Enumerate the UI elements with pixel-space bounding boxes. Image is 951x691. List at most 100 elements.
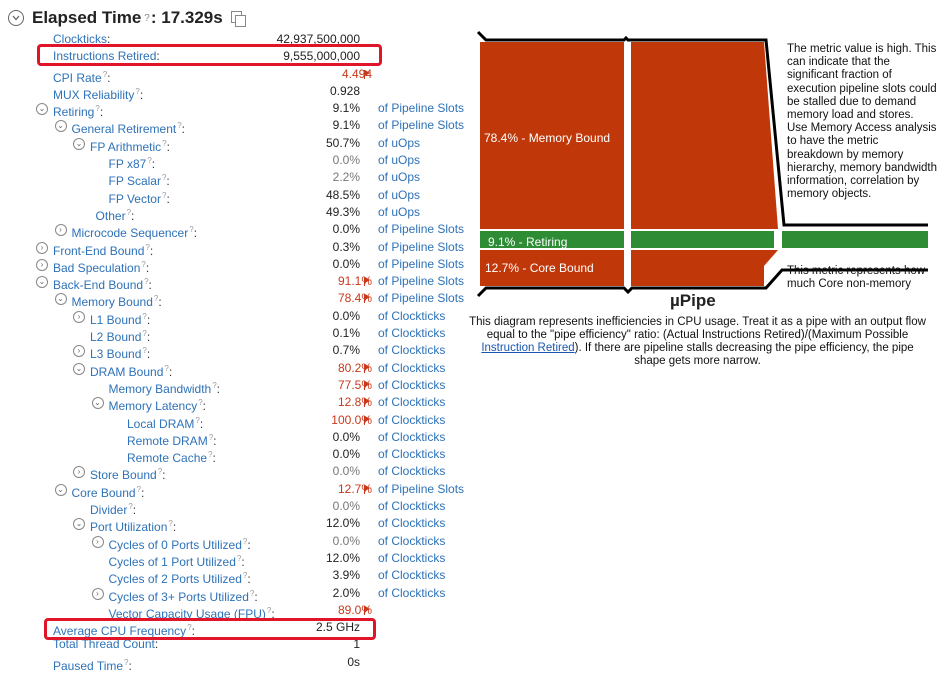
- metric-name[interactable]: Port Utilization: [90, 520, 168, 535]
- metric-name[interactable]: Memory Bandwidth: [108, 381, 212, 396]
- help-icon[interactable]: ?: [198, 398, 203, 408]
- metric-name[interactable]: L3 Bound: [90, 347, 142, 362]
- metric-name[interactable]: L2 Bound: [90, 330, 142, 345]
- help-icon[interactable]: ?: [144, 12, 150, 24]
- metric-label[interactable]: Average CPU Frequency?:: [53, 623, 195, 639]
- help-icon[interactable]: ?: [142, 329, 147, 339]
- metric-label[interactable]: CPI Rate?:: [53, 69, 111, 85]
- metric-name[interactable]: DRAM Bound: [90, 364, 164, 379]
- metric-name[interactable]: Cycles of 0 Ports Utilized: [108, 537, 242, 552]
- metric-label[interactable]: DRAM Bound?:: [90, 363, 173, 379]
- metric-label[interactable]: FP Vector?:: [108, 190, 170, 206]
- help-icon[interactable]: ?: [162, 138, 167, 148]
- metric-label[interactable]: Remote Cache?:: [127, 450, 216, 466]
- metric-name[interactable]: Total Thread Count: [53, 637, 155, 652]
- metric-name[interactable]: Retiring: [53, 105, 95, 120]
- help-icon[interactable]: ?: [266, 605, 272, 615]
- expand-icon[interactable]: ›: [73, 345, 85, 358]
- metric-label[interactable]: Microcode Sequencer?:: [71, 225, 198, 241]
- help-icon[interactable]: ?: [136, 484, 141, 494]
- help-icon[interactable]: ?: [147, 156, 152, 166]
- collapse-icon[interactable]: ⌄: [36, 276, 48, 289]
- metric-label[interactable]: L2 Bound?:: [90, 329, 151, 345]
- help-icon[interactable]: ?: [161, 173, 167, 183]
- metric-label[interactable]: Paused Time?:: [53, 657, 132, 673]
- metric-label[interactable]: FP Arithmetic?:: [90, 138, 170, 154]
- metric-label[interactable]: Local DRAM?:: [127, 415, 204, 431]
- metric-name[interactable]: Memory Latency: [108, 399, 198, 414]
- metric-name[interactable]: FP x87: [108, 157, 147, 172]
- metric-name[interactable]: Average CPU Frequency: [53, 624, 187, 639]
- metric-label[interactable]: Back-End Bound?:: [53, 277, 152, 293]
- help-icon[interactable]: ?: [142, 346, 147, 356]
- metric-name[interactable]: Vector Capacity Usage (FPU): [108, 606, 266, 621]
- metric-name[interactable]: CPI Rate: [53, 70, 102, 85]
- metric-name[interactable]: Back-End Bound: [53, 278, 144, 293]
- metric-label[interactable]: Port Utilization?:: [90, 519, 177, 535]
- metric-name[interactable]: FP Scalar: [108, 174, 161, 189]
- help-icon[interactable]: ?: [124, 657, 129, 667]
- metric-label[interactable]: Bad Speculation?:: [53, 259, 150, 275]
- metric-label[interactable]: Memory Latency?:: [108, 398, 207, 414]
- help-icon[interactable]: ?: [189, 225, 194, 235]
- metric-name[interactable]: Cycles of 1 Port Utilized: [108, 554, 236, 569]
- metric-name[interactable]: Core Bound: [71, 485, 136, 500]
- help-icon[interactable]: ?: [126, 207, 132, 217]
- metric-label[interactable]: Front-End Bound?:: [53, 242, 154, 258]
- metric-name[interactable]: Divider: [90, 503, 128, 518]
- collapse-icon[interactable]: ⌄: [73, 518, 85, 531]
- metric-name[interactable]: Cycles of 3+ Ports Utilized: [108, 589, 249, 604]
- metric-name[interactable]: Cycles of 2 Ports Utilized: [108, 572, 242, 587]
- help-icon[interactable]: ?: [212, 380, 217, 390]
- help-icon[interactable]: ?: [208, 432, 214, 442]
- metric-label[interactable]: Retiring?:: [53, 104, 104, 120]
- help-icon[interactable]: ?: [177, 121, 182, 131]
- metric-label[interactable]: Core Bound?:: [71, 484, 145, 500]
- metric-label[interactable]: L1 Bound?:: [90, 311, 151, 327]
- metric-name[interactable]: Local DRAM: [127, 416, 195, 431]
- collapse-icon[interactable]: ⌄: [54, 483, 67, 496]
- collapse-icon[interactable]: ⌄: [54, 120, 67, 133]
- metric-name[interactable]: Remote DRAM: [127, 433, 208, 448]
- metric-label[interactable]: Cycles of 2 Ports Utilized?:: [108, 571, 251, 587]
- instruction-retired-link[interactable]: Instruction Retired: [481, 342, 575, 354]
- help-icon[interactable]: ?: [249, 588, 255, 598]
- expand-icon[interactable]: ›: [36, 258, 48, 271]
- help-icon[interactable]: ?: [208, 450, 213, 460]
- metric-label[interactable]: Clockticks:: [53, 32, 111, 46]
- help-icon[interactable]: ?: [195, 415, 200, 425]
- metric-name[interactable]: General Retirement: [71, 122, 177, 137]
- collapse-icon[interactable]: ⌄: [54, 293, 67, 306]
- metric-name[interactable]: Front-End Bound: [53, 243, 145, 258]
- expand-icon[interactable]: ›: [73, 466, 85, 479]
- help-icon[interactable]: ?: [144, 277, 149, 287]
- expand-icon[interactable]: ›: [91, 587, 104, 600]
- expand-icon[interactable]: ›: [54, 224, 67, 237]
- help-icon[interactable]: ?: [164, 363, 169, 373]
- metric-label[interactable]: Memory Bandwidth?:: [108, 380, 221, 396]
- metric-label[interactable]: FP Scalar?:: [108, 173, 170, 189]
- metric-name[interactable]: FP Vector: [108, 191, 161, 206]
- metric-name[interactable]: Store Bound: [90, 468, 157, 483]
- help-icon[interactable]: ?: [236, 553, 242, 563]
- metric-label[interactable]: Store Bound?:: [90, 467, 166, 483]
- metric-label[interactable]: Cycles of 3+ Ports Utilized?:: [108, 588, 258, 604]
- help-icon[interactable]: ?: [128, 502, 133, 512]
- collapse-icon[interactable]: ⌄: [73, 137, 85, 150]
- help-icon[interactable]: ?: [95, 104, 100, 114]
- collapse-icon[interactable]: ⌄: [36, 103, 48, 116]
- collapse-icon[interactable]: ⌄: [91, 397, 104, 410]
- metric-label[interactable]: Instructions Retired:: [53, 49, 160, 64]
- metric-name[interactable]: Paused Time: [53, 658, 124, 673]
- metric-label[interactable]: FP x87?:: [108, 156, 156, 172]
- metric-label[interactable]: Total Thread Count:: [53, 637, 159, 652]
- metric-label[interactable]: Cycles of 1 Port Utilized?:: [108, 553, 245, 569]
- expand-icon[interactable]: ›: [73, 310, 85, 323]
- help-icon[interactable]: ?: [141, 259, 146, 269]
- metric-name[interactable]: Remote Cache: [127, 451, 208, 466]
- help-icon[interactable]: ?: [102, 69, 108, 79]
- metric-label[interactable]: Remote DRAM?:: [127, 432, 217, 448]
- metric-label[interactable]: Memory Bound?:: [71, 294, 162, 310]
- metric-label[interactable]: Cycles of 0 Ports Utilized?:: [108, 536, 251, 552]
- help-icon[interactable]: ?: [157, 467, 163, 477]
